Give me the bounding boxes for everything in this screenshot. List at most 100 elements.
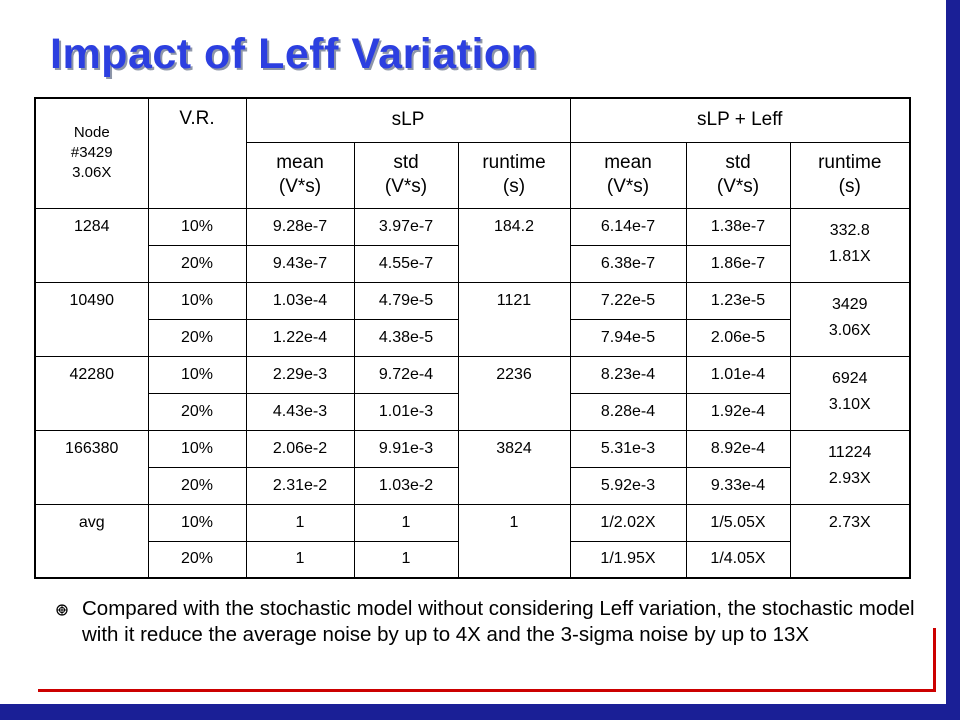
leff-mean-cell: 7.94e-5 (569, 318, 687, 357)
slp-group-header: sLP (245, 97, 571, 143)
table-row: 20% 2.31e-2 1.03e-2 5.92e-3 9.33e-4 (35, 466, 910, 505)
table-row: 166380 10% 2.06e-2 9.91e-3 3824 5.31e-3 … (34, 429, 911, 505)
leff-std-cell: 1.38e-7 (685, 207, 791, 246)
slp-mean-cell: 9.43e-7 (245, 244, 355, 283)
slp-mean-cell: 2.29e-3 (245, 355, 355, 394)
vr-cell: 20% (147, 392, 247, 431)
slide-title: Impact of Leff Variation (50, 30, 538, 78)
vr-cell: 20% (147, 318, 247, 357)
slp-runtime-cell: 1 (457, 503, 571, 579)
header-unit: (s) (838, 176, 861, 197)
header-unit: (V*s) (278, 176, 322, 197)
leff-std-cell: 1.86e-7 (685, 244, 791, 283)
slp-std-cell: 4.79e-5 (353, 281, 459, 320)
runtime-value: 6924 (831, 369, 868, 387)
accent-line-vertical (933, 628, 936, 690)
node-cell: 166380 (34, 429, 149, 505)
slp-mean-cell: 1 (245, 540, 355, 579)
slp-runtime-header: runtime (s) (457, 141, 571, 209)
slp-mean-header: mean (V*s) (245, 141, 355, 209)
vr-cell: 10% (147, 429, 247, 468)
leff-std-cell: 1/5.05X (685, 503, 791, 542)
slp-std-cell: 1.03e-2 (353, 466, 459, 505)
leff-std-cell: 2.06e-5 (685, 318, 791, 357)
runtime-value: 3429 (831, 295, 868, 313)
table-row: 20% 9.43e-7 4.55e-7 6.38e-7 1.86e-7 (35, 244, 910, 283)
slp-std-cell: 1.01e-3 (353, 392, 459, 431)
corner-line-1: Node (73, 124, 110, 142)
leff-mean-cell: 1/1.95X (569, 540, 687, 579)
slp-std-cell: 4.55e-7 (353, 244, 459, 283)
node-cell: 10490 (34, 281, 149, 357)
slp-mean-cell: 4.43e-3 (245, 392, 355, 431)
leff-std-header: std (V*s) (685, 141, 791, 209)
slp-std-cell: 4.38e-5 (353, 318, 459, 357)
vr-cell: 10% (147, 207, 247, 246)
header-unit: (s) (502, 176, 526, 197)
slp-mean-cell: 9.28e-7 (245, 207, 355, 246)
leff-runtime-cell: 11224 2.93X (789, 429, 911, 505)
table-row: 20% 1 1 1/1.95X 1/4.05X (35, 540, 910, 579)
table-row: 1284 10% 9.28e-7 3.97e-7 184.2 6.14e-7 1… (34, 207, 911, 283)
slp-std-cell: 1 (353, 503, 459, 542)
leff-mean-cell: 8.23e-4 (569, 355, 687, 394)
header-line: mean (276, 152, 324, 173)
leff-std-cell: 1.92e-4 (685, 392, 791, 431)
vr-header: V.R. (147, 97, 247, 209)
slp-runtime-cell: 3824 (457, 429, 571, 505)
corner-header-cell: Node #3429 3.06X (34, 97, 149, 209)
leff-mean-cell: 6.14e-7 (569, 207, 687, 246)
table-row: 20% 4.43e-3 1.01e-3 8.28e-4 1.92e-4 (35, 392, 910, 431)
node-cell: avg (34, 503, 149, 579)
leff-mean-cell: 6.38e-7 (569, 244, 687, 283)
bullet-text: Compared with the stochastic model witho… (82, 597, 915, 646)
table-row: 42280 10% 2.29e-3 9.72e-4 2236 8.23e-4 1… (34, 355, 911, 431)
runtime-value: 11224 (828, 443, 872, 461)
slp-std-cell: 3.97e-7 (353, 207, 459, 246)
speedup-value: 2.93X (828, 469, 871, 487)
vr-cell: 20% (147, 540, 247, 579)
leff-mean-cell: 8.28e-4 (569, 392, 687, 431)
leff-std-cell: 1.01e-4 (685, 355, 791, 394)
vr-cell: 10% (147, 355, 247, 394)
slp-mean-cell: 2.31e-2 (245, 466, 355, 505)
leff-mean-cell: 1/2.02X (569, 503, 687, 542)
header-line: runtime (818, 152, 882, 173)
header-line: mean (604, 152, 652, 173)
accent-line-horizontal (38, 689, 936, 692)
slp-runtime-cell: 1121 (457, 281, 571, 357)
slp-std-header: std (V*s) (353, 141, 459, 209)
leff-std-cell: 9.33e-4 (685, 466, 791, 505)
table-row: 10490 10% 1.03e-4 4.79e-5 1121 7.22e-5 1… (34, 281, 911, 357)
results-table: Node #3429 3.06X V.R. sLP sLP + Leff mea… (34, 97, 911, 579)
header-line: std (725, 152, 751, 173)
corner-line-3: 3.06X (72, 164, 112, 182)
slp-leff-group-header: sLP + Leff (569, 97, 911, 143)
leff-runtime-header: runtime (s) (789, 141, 911, 209)
slp-std-cell: 9.91e-3 (353, 429, 459, 468)
slp-mean-cell: 2.06e-2 (245, 429, 355, 468)
slp-mean-cell: 1.03e-4 (245, 281, 355, 320)
speedup-value: 3.10X (828, 395, 871, 413)
slp-std-cell: 9.72e-4 (353, 355, 459, 394)
header-unit: (V*s) (716, 176, 760, 197)
node-cell: 42280 (34, 355, 149, 431)
table-row: avg 10% 1 1 1 1/2.02X 1/5.05X 2.73X (34, 503, 911, 579)
target-bullet-icon (56, 604, 68, 616)
slp-std-cell: 1 (353, 540, 459, 579)
leff-std-cell: 1.23e-5 (685, 281, 791, 320)
leff-std-cell: 8.92e-4 (685, 429, 791, 468)
leff-runtime-cell: 332.8 1.81X (789, 207, 911, 283)
slp-runtime-cell: 2236 (457, 355, 571, 431)
header-unit: (V*s) (606, 176, 650, 197)
corner-line-2: #3429 (70, 144, 113, 162)
leff-runtime-cell: 3429 3.06X (789, 281, 911, 357)
speedup-value: 3.06X (828, 321, 871, 339)
header-line: std (393, 152, 419, 173)
slide-frame-bottom (0, 704, 960, 720)
node-cell: 1284 (34, 207, 149, 283)
leff-mean-cell: 5.92e-3 (569, 466, 687, 505)
slp-mean-cell: 1 (245, 503, 355, 542)
leff-std-cell: 1/4.05X (685, 540, 791, 579)
leff-mean-cell: 7.22e-5 (569, 281, 687, 320)
